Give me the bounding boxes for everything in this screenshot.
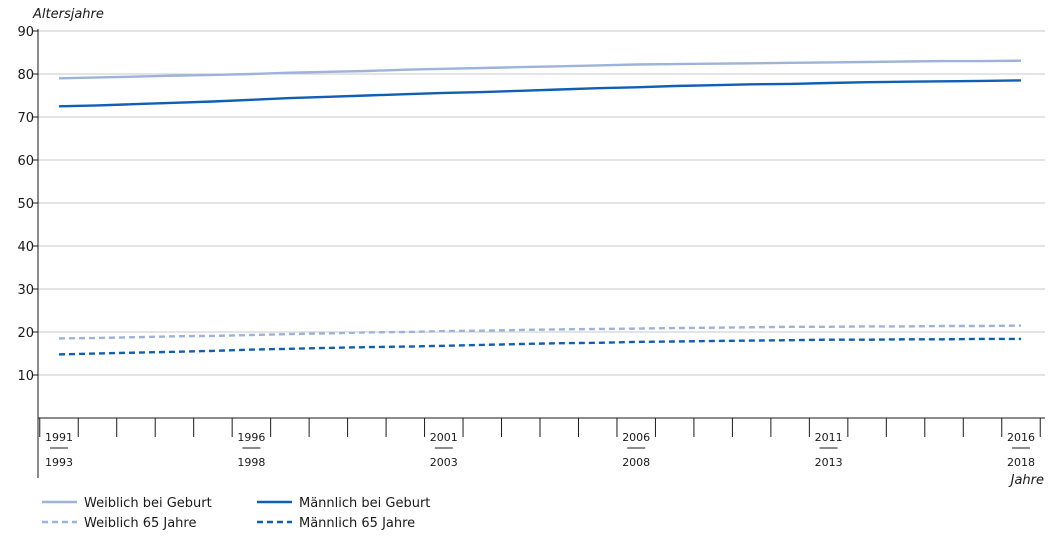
x-axis-ticks: 1991 1993 1996 1998 2001 2003 2006 2008 2011 2013… (39, 418, 1041, 469)
legend: Weiblich bei Geburt Männlich bei Geburt We… (42, 496, 430, 531)
series-line-männlich-65-jahre (58, 337, 1021, 356)
y-axis-ticks: 10 20 30 40 50 60 70 80 90 (17, 25, 38, 384)
x-tick-label-start-1996: 1996 (237, 431, 265, 444)
x-tick-label-start-2006: 2006 (622, 431, 650, 444)
y-tick-label-20: 20 (17, 326, 34, 341)
series-line-männlich-bei-geburt (58, 79, 1022, 108)
x-tick-label-end-2013: 2013 (815, 456, 843, 469)
x-tick-label-start-2016: 2016 (1007, 431, 1035, 444)
y-tick-label-50: 50 (17, 197, 34, 212)
y-tick-label-70: 70 (17, 111, 34, 126)
series-lines (58, 59, 1022, 356)
series-line-weiblich-65-jahre (58, 324, 1022, 340)
y-tick-label-90: 90 (17, 25, 34, 40)
legend-label-weiblich-65-jahre: Weiblich 65 Jahre (84, 516, 196, 531)
series-line-weiblich-bei-geburt (58, 59, 1022, 80)
y-tick-label-10: 10 (17, 369, 34, 384)
x-tick-label-end-1993: 1993 (45, 456, 73, 469)
y-tick-label-30: 30 (17, 283, 34, 298)
legend-label-männlich-65-jahre: Männlich 65 Jahre (299, 516, 415, 531)
x-tick-label-start-2001: 2001 (430, 431, 458, 444)
y-axis-title: Altersjahre (32, 7, 104, 22)
x-tick-label-start-2011: 2011 (815, 431, 843, 444)
y-tick-label-60: 60 (17, 154, 34, 169)
legend-label-männlich-bei-geburt: Männlich bei Geburt (299, 496, 430, 511)
x-tick-label-end-2008: 2008 (622, 456, 650, 469)
y-tick-label-80: 80 (17, 68, 34, 83)
legend-label-weiblich-bei-geburt: Weiblich bei Geburt (84, 496, 212, 511)
x-tick-label-start-1991: 1991 (45, 431, 73, 444)
x-axis-title: Jahre (1008, 473, 1044, 488)
x-tick-label-end-2003: 2003 (430, 456, 458, 469)
y-tick-label-40: 40 (17, 240, 34, 255)
x-tick-label-end-1998: 1998 (237, 456, 265, 469)
gridlines (38, 30, 1045, 376)
x-tick-label-end-2018: 2018 (1007, 456, 1035, 469)
